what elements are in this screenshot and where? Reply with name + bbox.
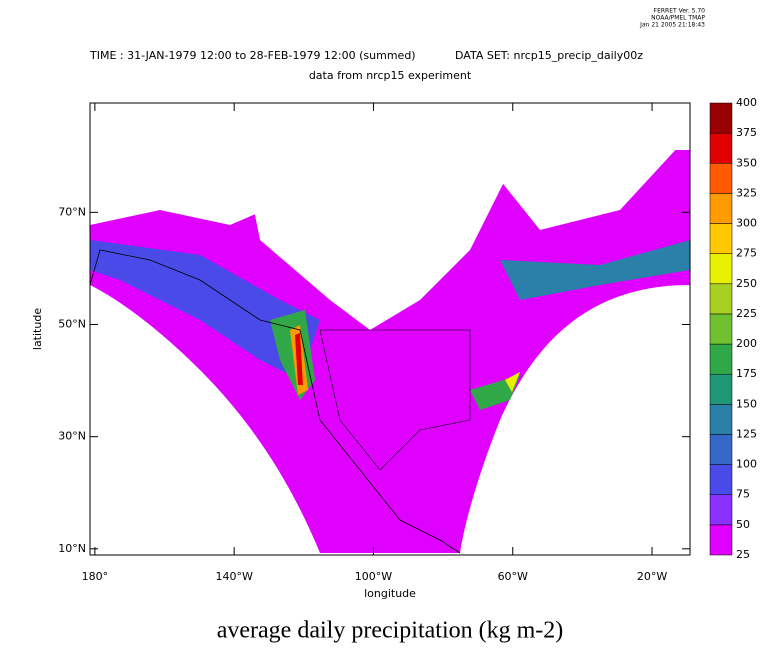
colorbar-box — [709, 132, 733, 164]
colorbar-box — [709, 524, 733, 556]
subtitle: data from nrcp15 experiment — [309, 69, 472, 82]
colorbar-box — [709, 163, 733, 194]
y-tick-label: 30°N — [58, 430, 86, 443]
colorbar-box — [709, 223, 733, 254]
colorbar-box — [709, 283, 733, 315]
precip-field — [89, 120, 690, 554]
colorbar-label: 150 — [736, 397, 757, 410]
y-axis-label: latitude — [31, 308, 44, 350]
footer-title: average daily precipitation (kg m-2) — [217, 618, 564, 644]
y-tick-label: 70°N — [58, 205, 86, 218]
y-tick-label: 10°N — [58, 542, 86, 555]
colorbar-box — [709, 343, 733, 375]
colorbar-box — [709, 464, 733, 495]
time-label: TIME : 31-JAN-1979 12:00 to 28-FEB-1979 … — [89, 49, 416, 62]
colorbar-label: 25 — [736, 548, 750, 561]
colorbar-box — [709, 313, 733, 345]
dataset-label: DATA SET: nrcp15_precip_daily00z — [455, 49, 643, 62]
x-axis-label: longitude — [364, 587, 416, 600]
colorbar-box — [709, 404, 733, 435]
stamp: NOAA/PMEL TMAP — [651, 15, 705, 22]
colorbar-label: 225 — [736, 307, 757, 320]
colorbar-box — [709, 253, 733, 285]
colorbar-label: 375 — [736, 126, 757, 139]
colorbar-label: 250 — [736, 277, 757, 290]
colorbar-label: 300 — [736, 217, 757, 230]
colorbar-label: 100 — [736, 458, 757, 471]
colorbar-label: 400 — [736, 96, 757, 109]
colorbar-box — [709, 494, 733, 526]
y-tick-label: 50°N — [58, 318, 86, 331]
colorbar-box — [709, 373, 733, 405]
stamp: FERRET Ver. 5.70 — [654, 8, 706, 15]
colorbar-label: 50 — [736, 518, 750, 531]
colorbar-box — [709, 102, 733, 134]
colorbar-label: 175 — [736, 367, 757, 380]
x-tick-label: 140°W — [215, 570, 252, 583]
colorbar-label: 325 — [736, 186, 757, 199]
x-tick-label: 20°W — [637, 570, 667, 583]
plot-frame — [89, 102, 691, 556]
colorbar-box — [709, 434, 733, 465]
colorbar-label: 200 — [736, 337, 757, 350]
colorbar-box — [709, 193, 733, 224]
colorbar-label: 125 — [736, 427, 757, 440]
x-tick-label: 60°W — [498, 570, 528, 583]
colorbar-label: 275 — [736, 247, 757, 260]
colorbar-label: 350 — [736, 156, 757, 169]
colorbar-label: 75 — [736, 488, 750, 501]
x-tick-label: 180° — [82, 570, 109, 583]
stamp: Jan 21 2005 21:18:43 — [639, 22, 705, 29]
x-tick-label: 100°W — [355, 570, 392, 583]
